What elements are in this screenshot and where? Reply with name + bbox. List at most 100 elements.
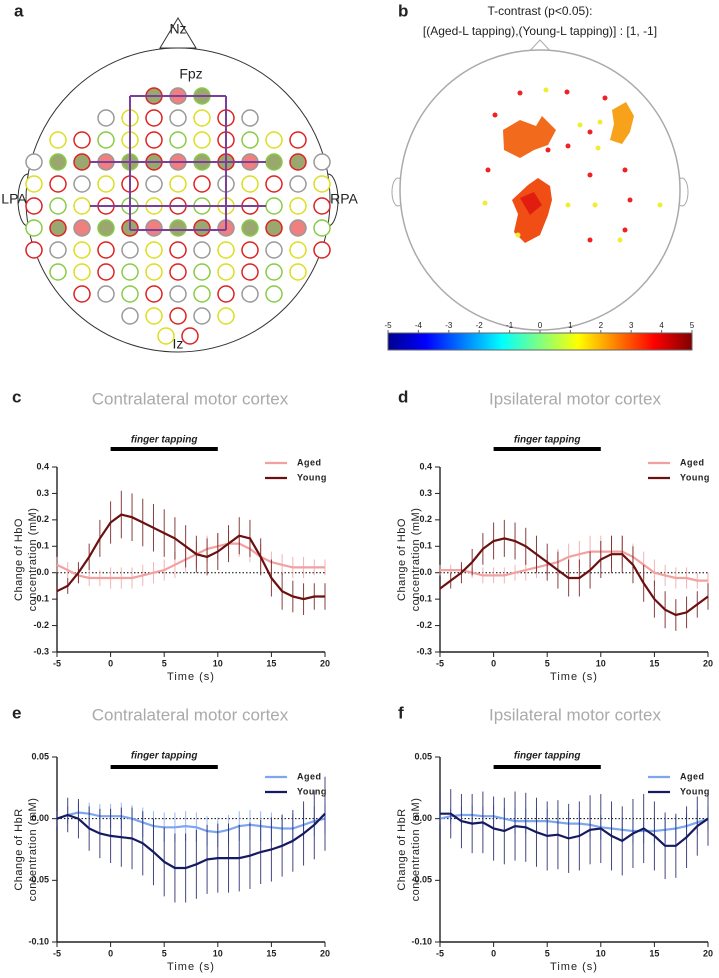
optode (265, 263, 283, 281)
optode (145, 175, 163, 193)
channel-dot (597, 119, 603, 125)
optode (265, 131, 283, 149)
channel-dot (545, 147, 551, 153)
optode (25, 153, 43, 171)
colorbar-tick-label: -3 (445, 321, 453, 330)
series-line (440, 812, 709, 847)
optode (73, 131, 91, 149)
channel-dot (595, 145, 601, 151)
optode (289, 241, 307, 259)
optode (97, 131, 115, 149)
legend-label: Aged (297, 457, 322, 467)
x-tick-label: -5 (436, 948, 444, 958)
optode (169, 131, 187, 149)
x-tick-label: 15 (266, 948, 276, 958)
optode (97, 263, 115, 281)
optode (25, 175, 43, 193)
x-tick-label: 10 (596, 948, 606, 958)
optode (97, 219, 115, 237)
optode (49, 219, 67, 237)
x-tick-label: 0 (108, 948, 113, 958)
x-axis-label: Time (s) (167, 961, 215, 973)
panel-letter: b (398, 1, 408, 20)
chart-title: Contralateral motor cortex (92, 389, 289, 408)
y-tick-label: -0.2 (416, 620, 432, 630)
optode (121, 307, 139, 325)
optode (193, 307, 211, 325)
panel-letter: f (398, 703, 404, 722)
panel-b: b T-contrast (p<0.05): [(Aged-L tapping)… (384, 1, 695, 351)
optode (265, 219, 283, 237)
panel-letter: c (12, 387, 21, 406)
y-tick-label: -0.3 (416, 646, 432, 656)
y-axis-label: concentration (mM) (27, 508, 39, 612)
y-tick-label: 0.4 (36, 461, 49, 471)
colorbar-tick-label: 3 (629, 321, 634, 330)
optode (265, 285, 283, 303)
x-tick-label: 15 (649, 948, 659, 958)
channel-dot (577, 122, 583, 128)
optode (313, 153, 331, 171)
y-tick-label: 0.1 (419, 541, 432, 551)
optode (121, 263, 139, 281)
legend-label: Young (297, 472, 327, 482)
landmark: RPA (330, 191, 358, 207)
optode (241, 241, 259, 259)
optode (193, 131, 211, 149)
optode (145, 307, 163, 325)
optode (169, 307, 187, 325)
colorbar-tick-label: -5 (384, 321, 392, 330)
chart-title: Ipsilateral motor cortex (489, 705, 661, 724)
optode (121, 285, 139, 303)
optode (289, 153, 307, 171)
colorbar-tick-label: -2 (476, 321, 484, 330)
panel-letter: a (14, 1, 24, 20)
y-tick-label: 0.4 (419, 461, 432, 471)
annotation: finger tapping (514, 435, 581, 446)
colorbar-tick-label: -4 (415, 321, 423, 330)
optode (289, 263, 307, 281)
map-title: T-contrast (p<0.05): (487, 4, 592, 18)
legend-label: Aged (680, 771, 705, 781)
y-axis-label: concentration (mM) (410, 508, 422, 612)
x-tick-label: 15 (266, 658, 276, 668)
series-line (56, 513, 325, 601)
x-axis-label: Time (s) (550, 961, 598, 973)
optode (289, 175, 307, 193)
optode (313, 219, 331, 237)
legend-label: Young (680, 472, 710, 482)
y-tick-label: -0.1 (416, 594, 432, 604)
optode (145, 285, 163, 303)
series-line (56, 812, 326, 870)
channel-dot (622, 227, 628, 233)
x-tick-label: 10 (596, 658, 606, 668)
optode (241, 219, 259, 237)
landmark: Fpz (179, 66, 202, 82)
optode (49, 153, 67, 171)
optode (49, 175, 67, 193)
optode (193, 263, 211, 281)
x-tick-label: 5 (545, 658, 550, 668)
landmark: LPA (1, 191, 27, 207)
optode (145, 109, 163, 127)
x-tick-label: 5 (545, 948, 550, 958)
optode (73, 153, 91, 171)
optode (73, 241, 91, 259)
x-tick-label: 5 (162, 658, 167, 668)
channel-dot (617, 237, 623, 243)
series-line (56, 542, 325, 580)
channel-dot (482, 200, 488, 206)
y-tick-label: -0.1 (33, 594, 49, 604)
optode (145, 131, 163, 149)
optode (193, 241, 211, 259)
optode (97, 241, 115, 259)
series-line (440, 550, 708, 582)
optode (97, 109, 115, 127)
annotation: finger tapping (131, 435, 198, 446)
y-tick-label: -0.2 (33, 620, 49, 630)
x-tick-label: 15 (649, 658, 659, 668)
series-line (56, 811, 326, 834)
channel-dot (515, 232, 521, 238)
optode (145, 241, 163, 259)
colorbar-tick-label: 1 (568, 321, 573, 330)
